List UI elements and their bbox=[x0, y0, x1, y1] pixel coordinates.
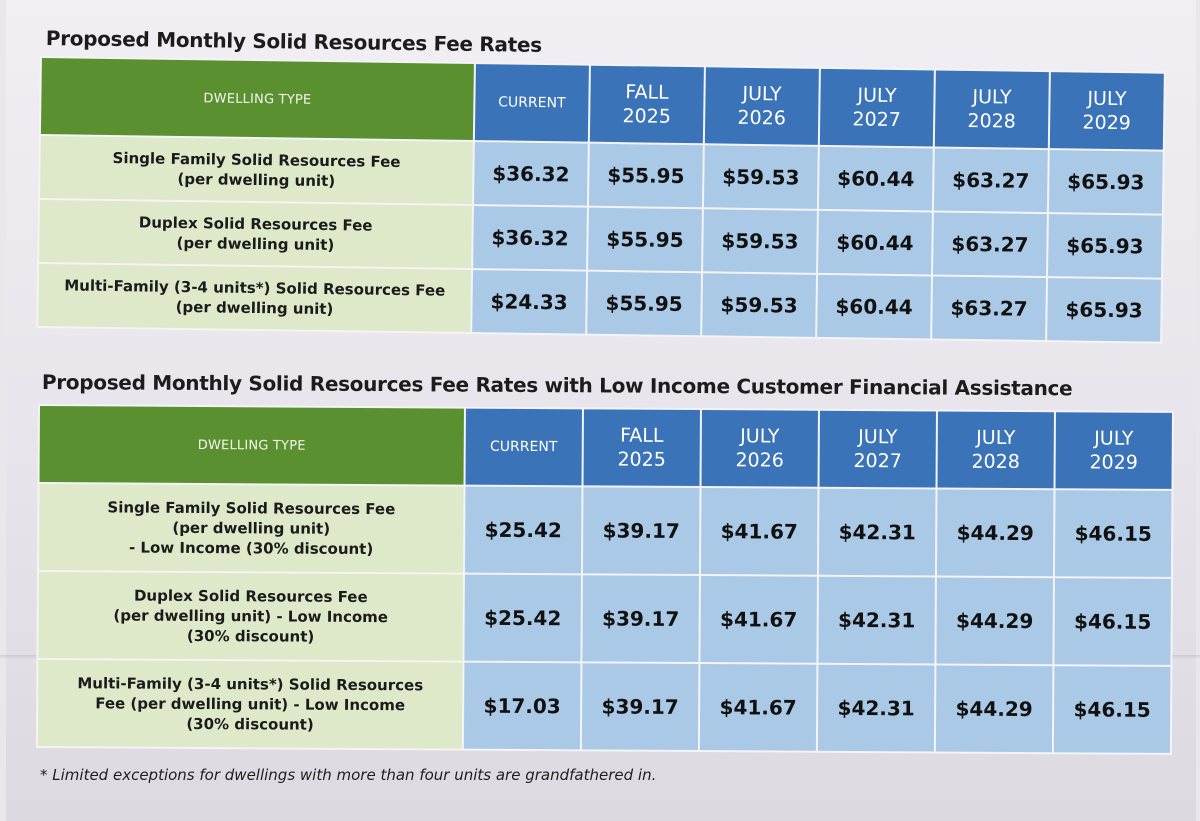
fee-cell-fall-2025: $55.95 bbox=[588, 143, 703, 208]
table-header-row: DWELLING TYPE CURRENT FALL 2025 JULY 202… bbox=[39, 406, 1172, 489]
column-header-fall-2025: FALL 2025 bbox=[583, 409, 700, 487]
fee-cell-july-2026: $41.67 bbox=[700, 576, 817, 663]
dwelling-type-cell: Single Family Solid Resources Fee (per d… bbox=[40, 136, 473, 205]
fee-cell-july-2029: $46.15 bbox=[1054, 578, 1171, 665]
fee-cell-fall-2025: $55.95 bbox=[587, 271, 702, 336]
fee-cell-july-2027: $60.44 bbox=[818, 146, 933, 211]
fee-cell-july-2027: $42.31 bbox=[818, 488, 936, 576]
fee-cell-july-2028: $63.27 bbox=[932, 276, 1046, 341]
dwelling-type-cell: Duplex Solid Resources Fee (per dwelling… bbox=[39, 200, 472, 269]
fee-cell-july-2028: $63.27 bbox=[933, 148, 1048, 213]
fee-cell-current: $17.03 bbox=[463, 662, 581, 750]
fee-cell-july-2027: $42.31 bbox=[817, 664, 935, 752]
dwelling-type-header: DWELLING TYPE bbox=[40, 58, 474, 141]
fee-cell-july-2026: $41.67 bbox=[699, 664, 817, 751]
column-header-july-2028: JULY 2028 bbox=[934, 70, 1049, 149]
fee-cell-fall-2025: $55.95 bbox=[588, 207, 702, 272]
fee-cell-july-2029: $46.15 bbox=[1053, 666, 1171, 753]
column-header-fall-2025: FALL 2025 bbox=[589, 65, 704, 144]
column-header-current: CURRENT bbox=[474, 64, 589, 142]
table-row: Multi-Family (3-4 units*) Solid Resource… bbox=[37, 660, 1171, 753]
fee-cell-july-2029: $65.93 bbox=[1048, 150, 1163, 214]
low-income-fee-rates-table: DWELLING TYPE CURRENT FALL 2025 JULY 202… bbox=[35, 404, 1174, 755]
fee-cell-fall-2025: $39.17 bbox=[581, 663, 699, 751]
dwelling-type-cell: Single Family Solid Resources Fee (per d… bbox=[38, 484, 464, 573]
fee-cell-july-2028: $44.29 bbox=[936, 577, 1053, 665]
column-header-july-2027: JULY 2027 bbox=[819, 410, 936, 488]
footnote: * Limited exceptions for dwellings with … bbox=[40, 766, 657, 784]
fee-cell-fall-2025: $39.17 bbox=[582, 487, 700, 575]
column-header-july-2027: JULY 2027 bbox=[819, 68, 934, 147]
dwelling-type-header: DWELLING TYPE bbox=[39, 406, 464, 485]
fee-cell-current: $25.42 bbox=[464, 574, 581, 662]
fee-cell-current: $36.32 bbox=[473, 142, 588, 206]
column-header-july-2028: JULY 2028 bbox=[937, 411, 1054, 489]
dwelling-type-cell: Multi-Family (3-4 units*) Solid Resource… bbox=[38, 264, 472, 333]
fee-cell-july-2029: $46.15 bbox=[1054, 490, 1172, 577]
fee-cell-july-2027: $60.44 bbox=[817, 274, 932, 339]
table-row: Single Family Solid Resources Fee (per d… bbox=[38, 484, 1172, 577]
fee-cell-current: $24.33 bbox=[472, 270, 587, 334]
fee-cell-july-2029: $65.93 bbox=[1047, 278, 1161, 342]
column-header-july-2026: JULY 2026 bbox=[704, 67, 819, 145]
table-header-row: DWELLING TYPE CURRENT FALL 2025 JULY 202… bbox=[40, 58, 1164, 150]
fee-cell-july-2027: $42.31 bbox=[818, 576, 935, 664]
fee-cell-july-2028: $44.29 bbox=[936, 489, 1054, 577]
column-header-current: CURRENT bbox=[465, 408, 582, 486]
fee-cell-july-2026: $59.53 bbox=[703, 209, 817, 273]
table-row: Duplex Solid Resources Fee (per dwelling… bbox=[38, 572, 1171, 665]
fee-cell-july-2026: $59.53 bbox=[703, 145, 818, 209]
table-row: Multi-Family (3-4 units*) Solid Resource… bbox=[38, 264, 1161, 342]
fee-cell-current: $25.42 bbox=[464, 486, 582, 574]
fee-cell-current: $36.32 bbox=[473, 206, 587, 270]
fee-cell-july-2026: $41.67 bbox=[700, 488, 818, 575]
fee-cell-july-2027: $60.44 bbox=[818, 210, 932, 275]
fee-cell-july-2029: $65.93 bbox=[1048, 214, 1162, 278]
column-header-july-2029: JULY 2029 bbox=[1049, 72, 1164, 150]
fee-cell-july-2026: $59.53 bbox=[702, 273, 817, 337]
fee-cell-july-2028: $44.29 bbox=[935, 665, 1053, 753]
column-header-july-2029: JULY 2029 bbox=[1055, 412, 1172, 489]
fee-cell-july-2028: $63.27 bbox=[933, 212, 1047, 277]
dwelling-type-cell: Duplex Solid Resources Fee (per dwelling… bbox=[38, 572, 463, 661]
dwelling-type-cell: Multi-Family (3-4 units*) Solid Resource… bbox=[37, 660, 463, 749]
column-header-july-2026: JULY 2026 bbox=[701, 410, 818, 487]
fee-cell-fall-2025: $39.17 bbox=[582, 575, 699, 663]
fee-rates-table: DWELLING TYPE CURRENT FALL 2025 JULY 202… bbox=[36, 56, 1166, 344]
